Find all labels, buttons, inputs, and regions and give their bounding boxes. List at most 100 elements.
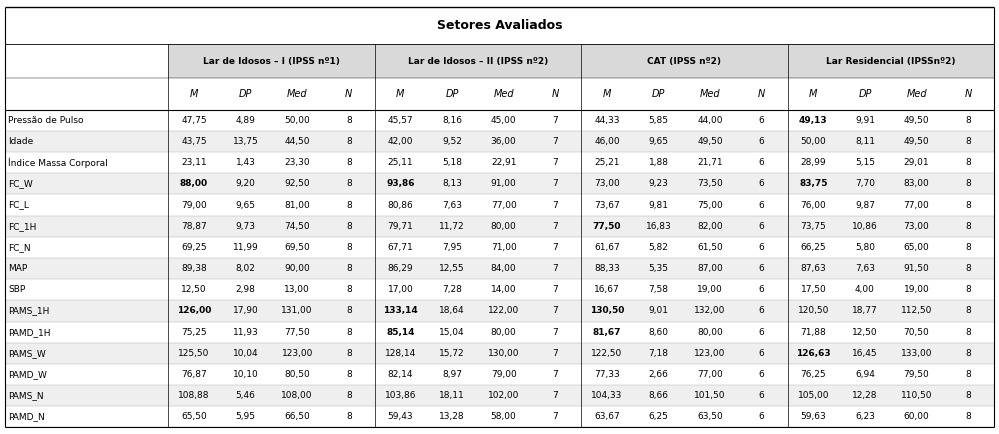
Text: 90,00: 90,00 [285,264,310,273]
Text: 1,88: 1,88 [648,158,668,167]
Text: 5,18: 5,18 [442,158,462,167]
Text: 108,88: 108,88 [178,391,210,400]
Text: 10,10: 10,10 [233,370,259,379]
Text: 61,50: 61,50 [697,243,723,252]
Text: 9,65: 9,65 [648,137,668,146]
Text: 7: 7 [552,412,558,421]
Text: 7,58: 7,58 [648,285,668,294]
Text: 17,50: 17,50 [800,285,826,294]
Text: 4,89: 4,89 [236,116,256,125]
Text: 80,00: 80,00 [491,222,516,231]
Text: 8: 8 [346,116,352,125]
Text: 13,00: 13,00 [285,285,310,294]
Text: 7,18: 7,18 [648,349,668,358]
Text: Lar de Idosos – II (IPSS nº2): Lar de Idosos – II (IPSS nº2) [408,57,548,66]
Bar [5,216,994,237]
Text: 77,00: 77,00 [697,370,723,379]
Text: 9,81: 9,81 [648,201,668,210]
Text: 5,95: 5,95 [236,412,256,421]
Text: 6: 6 [759,116,764,125]
Text: 12,50: 12,50 [181,285,207,294]
Bar [5,343,994,364]
Text: 6: 6 [759,222,764,231]
Text: M: M [190,89,198,99]
Text: 91,00: 91,00 [491,179,516,188]
Text: 83,00: 83,00 [904,179,929,188]
Text: 8: 8 [965,285,971,294]
Text: 6: 6 [759,264,764,273]
Text: 6: 6 [759,285,764,294]
Text: 6: 6 [759,201,764,210]
Text: 77,50: 77,50 [285,328,310,337]
Bar [5,406,994,427]
Text: 65,00: 65,00 [904,243,929,252]
Text: 9,20: 9,20 [236,179,256,188]
Text: 1,43: 1,43 [236,158,256,167]
Text: 29,01: 29,01 [904,158,929,167]
Text: 76,00: 76,00 [800,201,826,210]
Bar [5,110,994,131]
Text: 18,77: 18,77 [852,306,878,316]
Text: Med: Med [494,89,513,99]
Text: 6,94: 6,94 [855,370,875,379]
Text: 8: 8 [346,391,352,400]
Text: 130,00: 130,00 [488,349,519,358]
Text: 8: 8 [346,370,352,379]
Text: 8,11: 8,11 [855,137,875,146]
Text: 7,70: 7,70 [855,179,875,188]
Text: 18,64: 18,64 [440,306,465,316]
Text: 13,75: 13,75 [233,137,259,146]
Text: M: M [602,89,611,99]
Text: 42,00: 42,00 [388,137,414,146]
Text: 13,28: 13,28 [440,412,465,421]
Text: 7,95: 7,95 [442,243,462,252]
Text: 8: 8 [965,201,971,210]
Text: Índice Massa Corporal: Índice Massa Corporal [8,158,108,168]
Text: 8: 8 [965,306,971,316]
Text: 101,50: 101,50 [694,391,726,400]
Text: 5,85: 5,85 [648,116,668,125]
Text: 123,00: 123,00 [694,349,726,358]
Text: 8: 8 [346,264,352,273]
Text: 7: 7 [552,285,558,294]
Text: 80,86: 80,86 [388,201,414,210]
Text: 11,99: 11,99 [233,243,259,252]
Text: 8: 8 [346,179,352,188]
Text: 8,13: 8,13 [442,179,462,188]
Text: 88,00: 88,00 [180,179,208,188]
Text: 76,25: 76,25 [800,370,826,379]
Text: 15,72: 15,72 [440,349,465,358]
Text: 91,50: 91,50 [904,264,929,273]
Text: DP: DP [239,89,253,99]
Text: 6: 6 [759,179,764,188]
Text: 7: 7 [552,349,558,358]
Text: Lar de Idosos – I (IPSS nº1): Lar de Idosos – I (IPSS nº1) [203,57,340,66]
Text: Idade: Idade [8,137,33,146]
Text: 6: 6 [759,137,764,146]
Text: 6: 6 [759,158,764,167]
Text: 79,00: 79,00 [491,370,516,379]
Text: 112,50: 112,50 [901,306,932,316]
Bar [787,44,994,78]
Text: FC_L: FC_L [8,201,29,210]
Text: 8: 8 [965,137,971,146]
Text: 79,00: 79,00 [181,201,207,210]
Text: 7: 7 [552,328,558,337]
Text: 85,14: 85,14 [387,328,415,337]
Text: 133,14: 133,14 [383,306,418,316]
Bar [168,44,375,78]
Text: 123,00: 123,00 [282,349,313,358]
Text: 8: 8 [965,264,971,273]
Text: 6: 6 [759,328,764,337]
Text: CAT (IPSS nº2): CAT (IPSS nº2) [647,57,721,66]
Text: 82,00: 82,00 [697,222,723,231]
Text: 6: 6 [759,349,764,358]
Text: PAMD_W: PAMD_W [8,370,47,379]
Text: 132,00: 132,00 [694,306,726,316]
Bar [5,173,994,194]
Text: 9,87: 9,87 [855,201,875,210]
Text: 82,14: 82,14 [388,370,414,379]
Text: 7,28: 7,28 [443,285,462,294]
Text: 44,00: 44,00 [697,116,723,125]
Bar [5,300,994,322]
